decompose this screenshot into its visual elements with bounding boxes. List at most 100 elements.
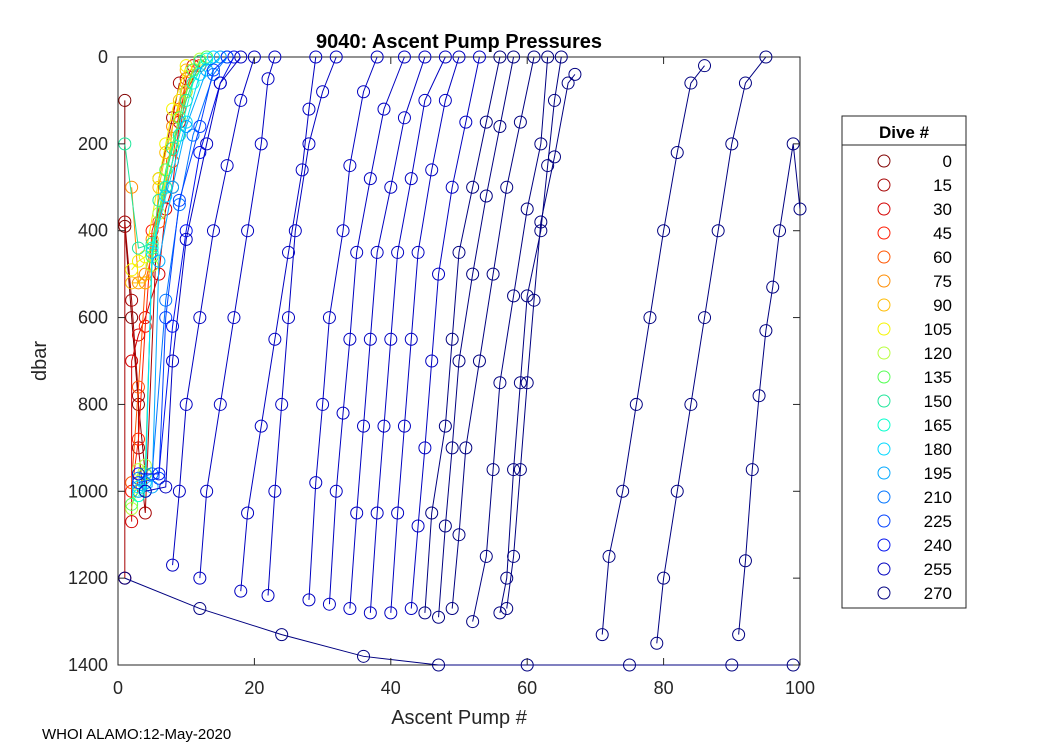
y-axis-label: dbar xyxy=(29,341,51,381)
data-point xyxy=(179,224,193,238)
legend-marker xyxy=(877,562,891,576)
data-point xyxy=(241,506,255,520)
data-point xyxy=(193,67,207,81)
data-point xyxy=(302,137,316,151)
legend-entry: 240 xyxy=(877,536,952,555)
data-point xyxy=(698,311,712,325)
data-point xyxy=(200,484,214,498)
data-point xyxy=(125,484,139,498)
data-point xyxy=(725,137,739,151)
data-point xyxy=(234,50,248,64)
series-line xyxy=(656,56,767,644)
series-line xyxy=(138,56,228,484)
series-105 xyxy=(125,59,193,277)
data-point xyxy=(507,463,521,477)
data-point xyxy=(363,332,377,346)
data-point xyxy=(425,506,439,520)
data-point xyxy=(595,628,609,642)
data-point xyxy=(316,85,330,99)
series-profile-1 xyxy=(193,50,282,585)
data-point xyxy=(452,354,466,368)
series-profile-16 xyxy=(595,59,712,642)
data-point xyxy=(131,480,145,494)
data-point xyxy=(425,354,439,368)
data-point xyxy=(268,50,282,64)
series-line xyxy=(390,56,460,613)
data-point xyxy=(118,215,132,229)
series-line xyxy=(138,56,214,488)
data-point xyxy=(472,354,486,368)
series-profile-11 xyxy=(432,50,521,624)
data-point xyxy=(357,649,371,663)
data-point xyxy=(466,615,480,629)
data-point xyxy=(275,397,289,411)
data-point xyxy=(507,50,521,64)
legend-label: 210 xyxy=(924,488,952,507)
legend-entry: 165 xyxy=(877,416,952,435)
x-axis-ticks: 0 20 40 60 80 100 xyxy=(113,57,815,698)
data-point xyxy=(213,76,227,90)
data-point xyxy=(166,180,180,194)
legend-label: 30 xyxy=(933,200,952,219)
y-tick-label: 1000 xyxy=(68,481,108,501)
data-point xyxy=(268,332,282,346)
series-profile-8 xyxy=(384,50,466,620)
data-point xyxy=(179,85,193,99)
series-line xyxy=(124,577,794,666)
y-tick-label: 200 xyxy=(78,134,108,154)
legend-entry: 180 xyxy=(877,440,952,459)
data-point xyxy=(493,606,507,620)
data-point xyxy=(418,441,432,455)
data-point xyxy=(486,267,500,281)
data-point xyxy=(438,519,452,533)
data-point xyxy=(186,76,200,90)
data-point xyxy=(131,241,145,255)
data-point xyxy=(125,311,139,325)
data-point xyxy=(125,354,139,368)
data-point xyxy=(336,406,350,420)
legend-entry: 105 xyxy=(877,320,952,339)
data-point xyxy=(670,146,684,160)
data-point xyxy=(159,189,173,203)
data-point xyxy=(227,311,241,325)
data-point xyxy=(445,180,459,194)
data-point xyxy=(438,50,452,64)
data-point xyxy=(418,50,432,64)
data-point xyxy=(404,172,418,186)
data-point xyxy=(507,289,521,303)
data-point xyxy=(179,397,193,411)
series-profile-18 xyxy=(732,137,807,642)
data-point xyxy=(643,311,657,325)
x-tick-label: 100 xyxy=(785,678,815,698)
legend-label: 45 xyxy=(933,224,952,243)
data-point xyxy=(166,102,180,116)
data-point xyxy=(268,484,282,498)
data-point xyxy=(241,224,255,238)
data-point xyxy=(261,72,275,86)
data-point xyxy=(616,484,630,498)
series-profile-15 xyxy=(500,67,582,616)
data-point xyxy=(234,584,248,598)
data-point xyxy=(131,476,145,490)
data-point xyxy=(220,50,234,64)
data-point xyxy=(159,480,173,494)
series-profile-0 xyxy=(166,50,261,572)
data-point xyxy=(391,245,405,259)
data-point xyxy=(445,602,459,616)
data-point xyxy=(350,506,364,520)
footer-credit: WHOI ALAMO:12-May-2020 xyxy=(42,726,232,743)
series-line xyxy=(451,56,535,609)
legend-label: 120 xyxy=(924,344,952,363)
data-point xyxy=(534,137,548,151)
y-tick-label: 800 xyxy=(78,394,108,414)
data-point xyxy=(125,502,139,516)
data-point xyxy=(520,289,534,303)
legend-label: 225 xyxy=(924,512,952,531)
x-tick-label: 0 xyxy=(113,678,123,698)
data-point xyxy=(234,93,248,107)
legend-label: 75 xyxy=(933,272,952,291)
data-point xyxy=(125,497,139,511)
series-line xyxy=(499,56,562,613)
data-point xyxy=(445,441,459,455)
series-line xyxy=(410,56,480,609)
